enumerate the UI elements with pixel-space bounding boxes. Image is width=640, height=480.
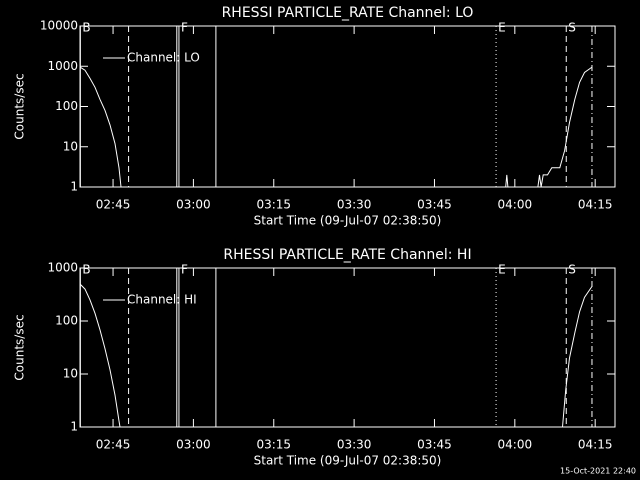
y-tick-label: 1000 — [47, 261, 78, 275]
x-tick-label: 03:00 — [176, 198, 211, 212]
event-label: E — [498, 263, 506, 277]
event-label: B — [82, 21, 90, 35]
x-tick-label: 04:00 — [498, 198, 533, 212]
y-axis-label: Counts/sec — [13, 73, 27, 139]
footer: 15-Oct-2021 22:40 — [560, 467, 636, 476]
x-tick-label: 03:45 — [417, 198, 452, 212]
data-line — [79, 283, 593, 428]
x-tick-label: 04:00 — [498, 438, 533, 452]
event-label: S — [568, 21, 576, 35]
y-axis-label: Counts/sec — [13, 314, 27, 380]
x-tick-label: 03:00 — [176, 438, 211, 452]
x-tick-label: 02:45 — [96, 438, 131, 452]
x-tick-label: 03:15 — [256, 198, 291, 212]
y-tick-label: 1000 — [47, 59, 78, 73]
event-label: F — [181, 21, 188, 35]
y-tick-label: 100 — [55, 99, 78, 113]
data-line — [79, 66, 593, 188]
x-tick-label: 03:15 — [256, 438, 291, 452]
legend-label: Channel: HI — [127, 293, 197, 307]
y-tick-label: 10000 — [40, 19, 78, 33]
event-label: B — [82, 263, 90, 277]
x-tick-label: 03:30 — [337, 438, 372, 452]
x-tick-label: 02:45 — [96, 198, 131, 212]
x-tick-label: 04:15 — [578, 198, 613, 212]
chart-title: RHESSI PARTICLE_RATE Channel: LO — [222, 5, 474, 21]
y-tick-label: 10 — [63, 367, 78, 381]
y-tick-label: 1 — [70, 180, 78, 194]
x-axis-label: Start Time (09-Jul-07 02:38:50) — [254, 454, 442, 468]
x-axis-label: Start Time (09-Jul-07 02:38:50) — [254, 214, 442, 228]
x-tick-label: 03:30 — [337, 198, 372, 212]
x-tick-label: 04:15 — [578, 438, 613, 452]
event-label: E — [498, 21, 506, 35]
y-tick-label: 1 — [70, 420, 78, 434]
chart-title: RHESSI PARTICLE_RATE Channel: HI — [223, 247, 471, 263]
event-label: S — [568, 263, 576, 277]
event-label: F — [181, 263, 188, 277]
y-tick-label: 10 — [63, 139, 78, 153]
y-tick-label: 100 — [55, 314, 78, 328]
x-tick-label: 03:45 — [417, 438, 452, 452]
legend-label: Channel: LO — [127, 51, 200, 65]
